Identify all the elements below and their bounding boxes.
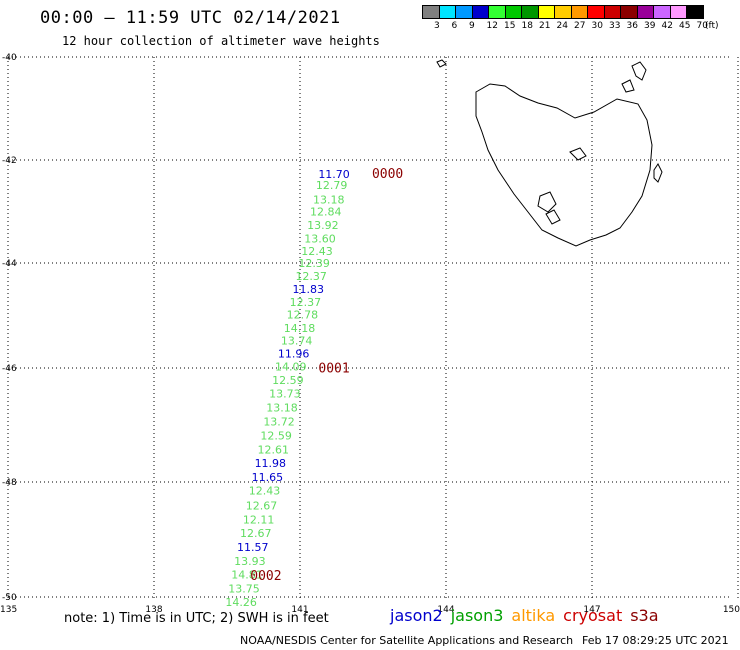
longitude-label: 150 (723, 605, 740, 615)
wave-height-label: 11.98 (255, 457, 287, 470)
footer-timestamp: Feb 17 08:29:25 UTC 2021 (582, 634, 729, 647)
wave-height-label: 13.93 (234, 555, 266, 568)
wave-height-label: 12.67 (246, 500, 278, 513)
legend-item-jason3: jason3 (450, 606, 504, 625)
coastline-northeast-islands (621, 61, 647, 93)
wave-height-label: 11.65 (252, 471, 284, 484)
axis-labels: -40 -42 -44 -46 -48 -50 135 138 141 144 147 150 (0, 53, 740, 615)
colorbar-label: 12 (486, 21, 498, 31)
wave-height-label: 12.84 (310, 206, 342, 219)
longitude-label: 141 (291, 605, 308, 615)
wave-height-label: 13.72 (263, 416, 295, 429)
wave-height-label: 12.79 (316, 179, 348, 192)
wave-height-label: 12.11 (243, 513, 275, 526)
wave-height-label: 12.37 (295, 270, 327, 283)
wave-height-label: 12.78 (287, 309, 319, 322)
page-title: 00:00 – 11:59 UTC 02/14/2021 (40, 8, 341, 28)
colorbar-cell (686, 5, 704, 19)
colorbar-label: 27 (574, 21, 586, 31)
footer-credit: NOAA/NESDIS Center for Satellite Applica… (240, 634, 574, 647)
coastline-tasmania (436, 59, 663, 247)
footer-note: note: 1) Time is in UTC; 2) SWH is in fe… (64, 611, 329, 626)
time-marker-label: 0000 (372, 167, 403, 182)
time-marker-label: 0001 (318, 362, 349, 377)
wave-height-label: 13.18 (266, 401, 298, 414)
wave-height-label: 12.43 (249, 485, 281, 498)
graticule (7, 56, 739, 600)
latitude-label: -48 (2, 478, 17, 488)
wave-height-label: 13.92 (307, 219, 339, 232)
wave-height-label: 12.59 (272, 374, 304, 387)
latitude-label: -40 (2, 53, 17, 63)
colorbar-label: 18 (521, 21, 533, 31)
colorbar-label: 21 (539, 21, 551, 31)
wave-height-label: 13.75 (228, 582, 260, 595)
wave-height-label: 13.18 (313, 193, 345, 206)
wave-height-label: 11.96 (278, 348, 310, 361)
latitude-label: -44 (2, 259, 17, 269)
legend-item-altika: altika (511, 606, 556, 625)
legend-item-cryosat: cryosat (563, 606, 623, 625)
longitude-label: 138 (145, 605, 162, 615)
longitude-label: 144 (437, 605, 454, 615)
colorbar-label: 36 (626, 21, 638, 31)
colorbar-label: 42 (661, 21, 673, 31)
wave-height-label: 12.37 (290, 296, 322, 309)
colorbar-label: 15 (504, 21, 516, 31)
colorbar-label: 45 (679, 21, 691, 31)
latitude-label: -46 (2, 364, 17, 374)
wave-height-label: 12.61 (257, 444, 289, 457)
coastline-king-island (436, 59, 447, 68)
wave-height-label: 13.73 (269, 388, 301, 401)
wave-height-label: 14.26 (225, 596, 257, 609)
colorbar-label: 6 (451, 21, 458, 31)
satellite-legend: jason2 jason3 altika cryosat s3a (390, 606, 667, 625)
coastline-main (475, 83, 653, 247)
colorbar-label: 24 (556, 21, 568, 31)
latitude-label: -50 (2, 593, 17, 603)
wave-height-label: 11.57 (237, 541, 269, 554)
page-subtitle: 12 hour collection of altimeter wave hei… (62, 34, 380, 48)
wave-height-label: 12.59 (260, 429, 292, 442)
wave-height-label: 11.70 (318, 168, 350, 181)
colorbar (422, 5, 704, 19)
longitude-label: 147 (583, 605, 600, 615)
track-markers: 0000 0001 0002 (250, 167, 403, 584)
colorbar-label: 9 (469, 21, 475, 31)
colorbar-label: 33 (609, 21, 621, 31)
track-labels: 11.7012.7913.1812.8413.9213.6012.4312.39… (225, 168, 349, 609)
wave-height-label: 13.60 (304, 232, 336, 245)
wave-height-label: 12.39 (298, 257, 330, 270)
coastline-maria-island (653, 163, 663, 183)
wave-height-label: 14.81 (231, 569, 263, 582)
latitude-label: -42 (2, 156, 17, 166)
colorbar-label: 30 (591, 21, 603, 31)
time-marker-label: 0002 (250, 569, 281, 584)
wave-height-label: 12.67 (240, 527, 272, 540)
colorbar-label: (ft) (705, 21, 719, 31)
longitude-label: 135 (0, 605, 17, 615)
colorbar-label: 39 (644, 21, 656, 31)
wave-height-label: 12.43 (301, 245, 333, 258)
wave-height-label: 14.09 (275, 360, 307, 373)
wave-height-label: 11.83 (293, 283, 325, 296)
legend-item-s3a: s3a (630, 606, 659, 625)
wave-height-label: 14.18 (284, 322, 316, 335)
wave-height-label: 13.74 (281, 334, 313, 347)
colorbar-label: 3 (434, 21, 440, 31)
legend-item-jason2: jason2 (390, 606, 443, 625)
coastline-lakes (537, 147, 587, 225)
colorbar-label: 70 (696, 21, 708, 31)
